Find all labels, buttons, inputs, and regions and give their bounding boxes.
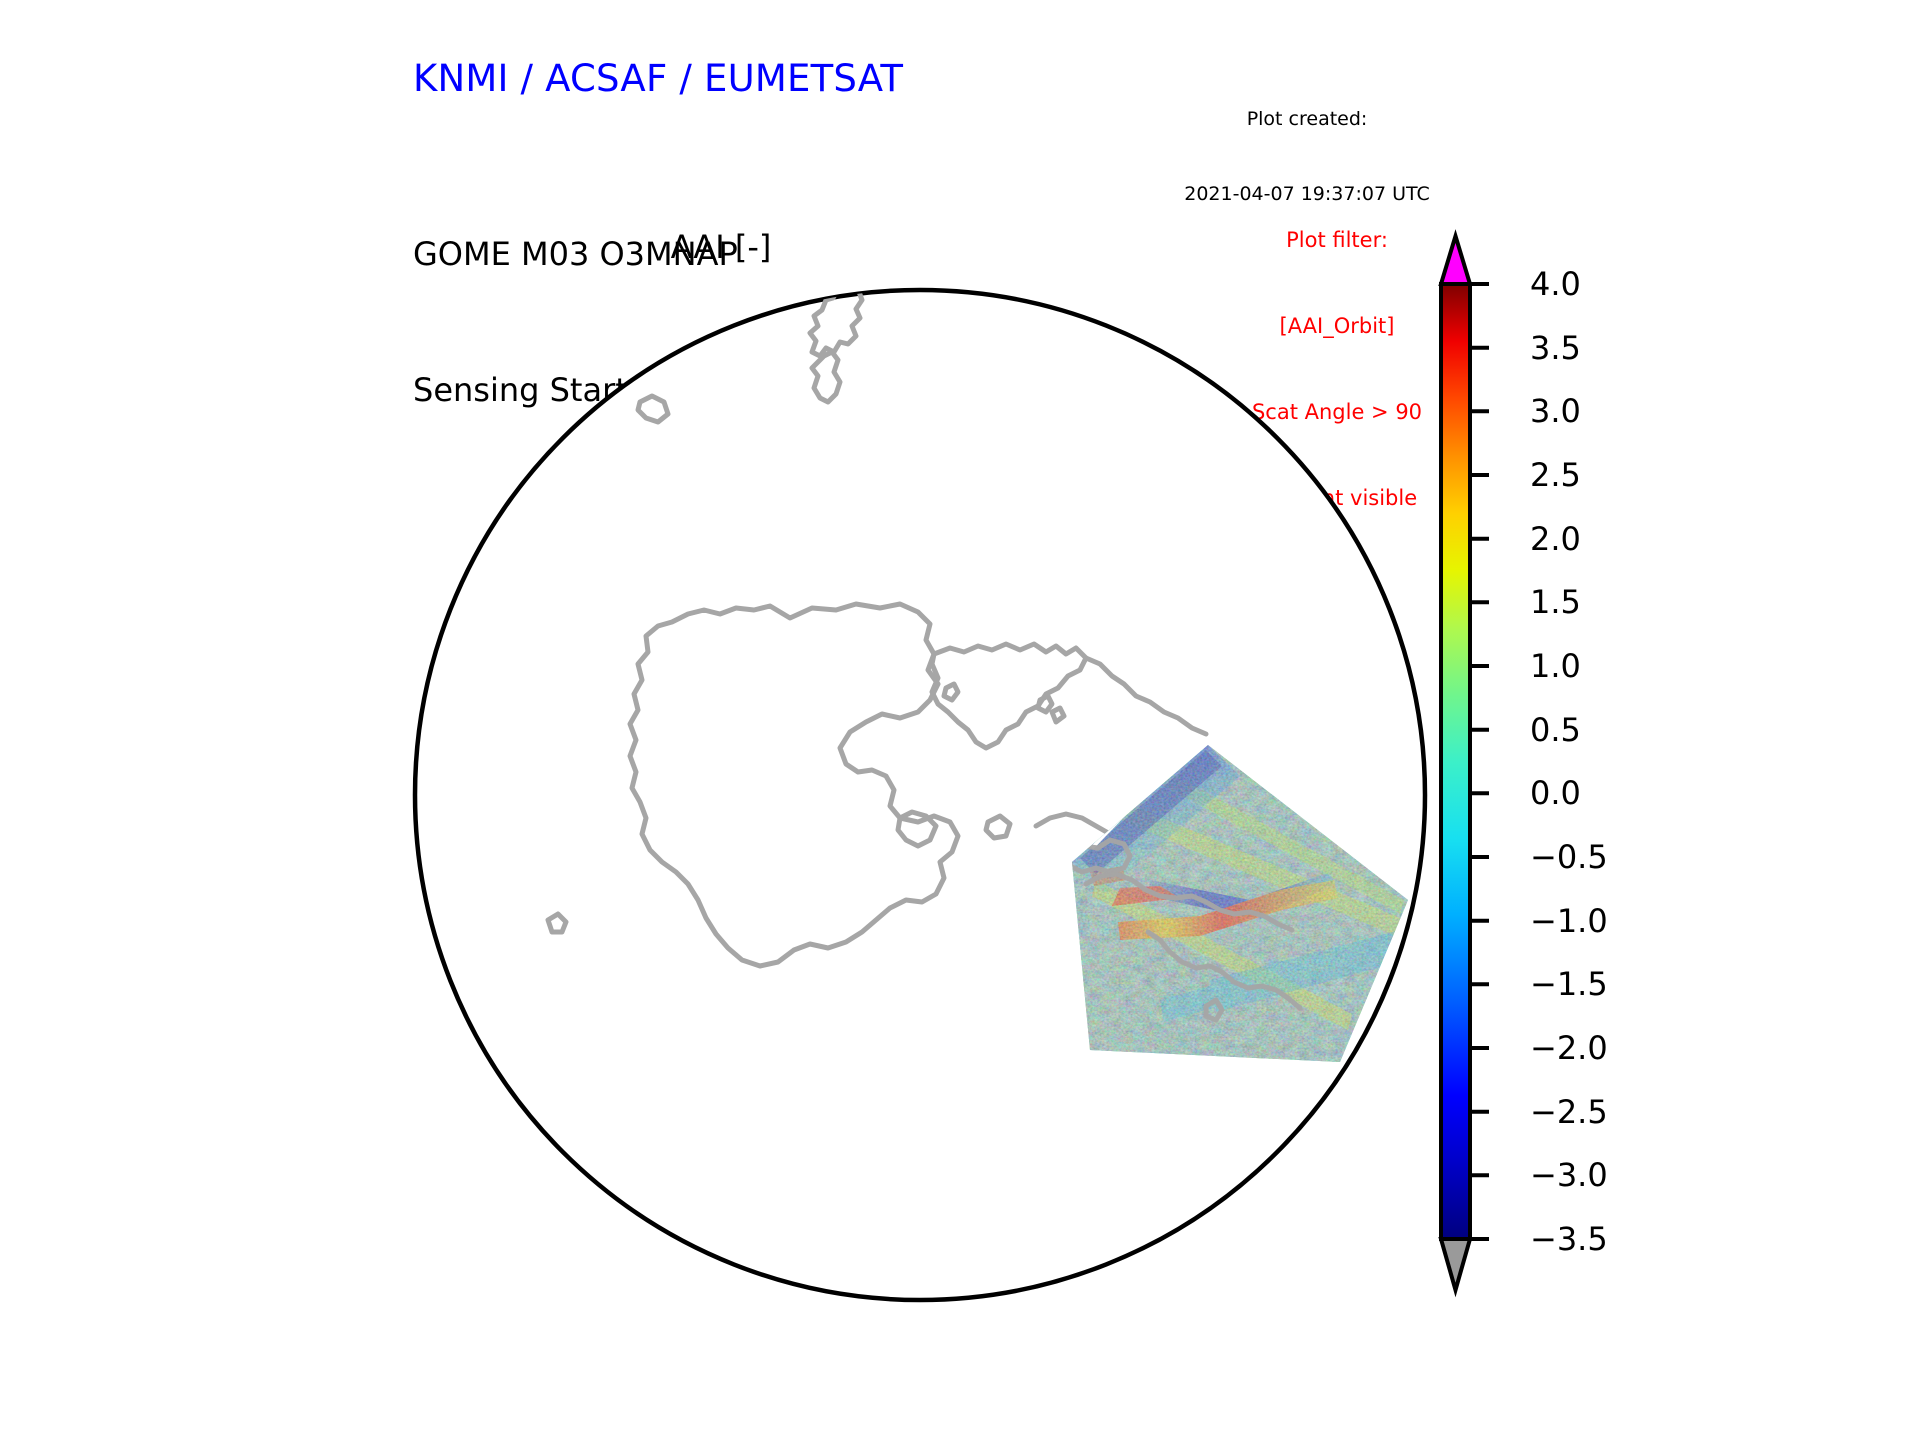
colorbar-tick-label: 2.5	[1530, 456, 1581, 494]
colorbar-tick-label: −2.5	[1530, 1092, 1608, 1131]
coastline-small-island-west	[545, 911, 569, 935]
colorbar-tick-label: −3.0	[1530, 1156, 1608, 1195]
colorbar-tick-label: 1.5	[1530, 583, 1581, 622]
colorbar-gradient	[1439, 282, 1472, 1241]
colorbar-tick-label: −0.5	[1530, 838, 1608, 876]
colorbar-tick-label: 2.0	[1530, 519, 1581, 558]
colorbar-over-range-arrow	[1438, 229, 1473, 286]
coastline-new-zealand	[807, 290, 865, 359]
colorbar-tick-label: 3.0	[1530, 392, 1581, 431]
colorbar-tick-label: 0.0	[1530, 774, 1581, 813]
instrument-line: GOME M03 O3MNAP	[413, 234, 738, 273]
colorbar-tick-label: 3.5	[1530, 328, 1581, 367]
colorbar-tick-label: 1.0	[1530, 647, 1581, 685]
colorbar-under-range-arrow	[1438, 1237, 1473, 1298]
aai-swath	[1072, 745, 1408, 1062]
coastline-falklands	[635, 393, 671, 425]
variable-title: AAI [-]	[670, 228, 772, 266]
coastline-ross-notch	[895, 809, 939, 849]
coastline-antarctica	[627, 601, 961, 969]
colorbar	[1438, 229, 1489, 1298]
colorbar-ticks	[1470, 282, 1489, 1241]
colorbar-tick-label: 0.5	[1530, 710, 1581, 749]
coastline-island-b	[1035, 693, 1055, 715]
colorbar-tick-label: −3.5	[1530, 1220, 1608, 1258]
plot-created-block: Plot created: 2021-04-07 19:37:07 UTC	[1162, 57, 1452, 258]
globe-outline	[412, 287, 1428, 1303]
coastline-new-zealand-south	[809, 349, 843, 405]
coastline-island-c	[1049, 705, 1067, 725]
filter-line-1: Plot filter:	[1286, 227, 1388, 252]
colorbar-tick-label: −2.0	[1530, 1029, 1608, 1067]
plot-created-time: 2021-04-07 19:37:07 UTC	[1184, 183, 1430, 206]
colorbar-tick-label: −1.0	[1530, 901, 1608, 940]
coastline-island-a	[941, 681, 961, 703]
coastline-island-d	[983, 813, 1013, 841]
coastline-under-swath-1	[1083, 655, 1209, 737]
plot-created-label: Plot created:	[1246, 108, 1368, 131]
coastline-antarctic-peninsula	[929, 641, 1089, 751]
filter-line-2: [AAI_Orbit]	[1279, 313, 1395, 338]
colorbar-tick-label: 4.0	[1530, 265, 1581, 303]
colorbar-tick-label: −1.5	[1530, 965, 1608, 1004]
organisation-title: KNMI / ACSAF / EUMETSAT	[413, 57, 904, 100]
